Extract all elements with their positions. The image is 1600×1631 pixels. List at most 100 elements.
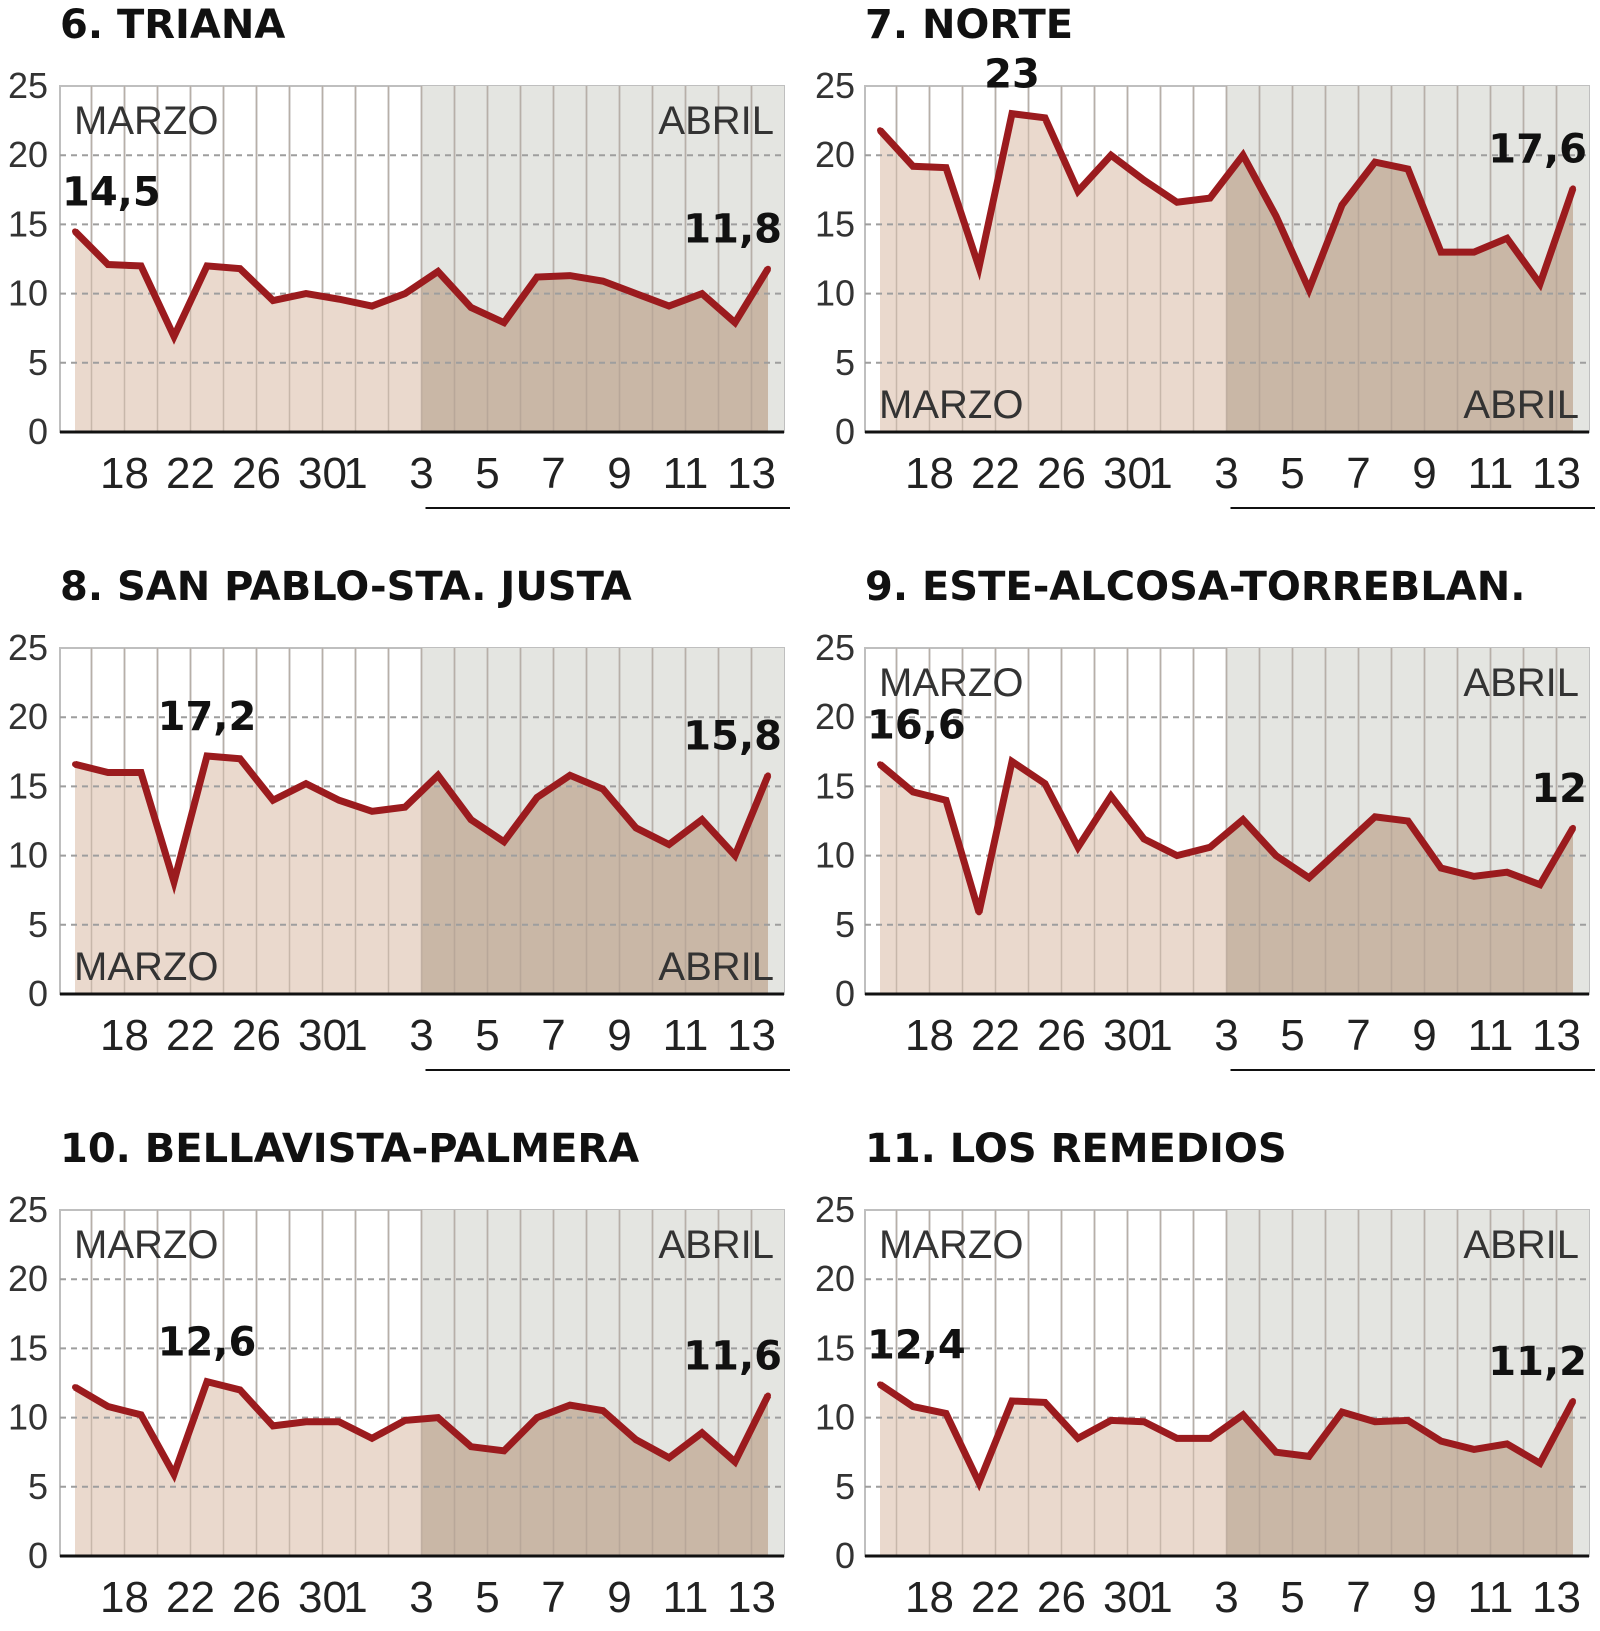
data-point — [204, 1378, 210, 1385]
y-tick-label: 0 — [835, 1535, 855, 1576]
x-tick-label: 22 — [166, 1573, 215, 1622]
value-annotation: 23 — [984, 52, 1040, 98]
x-tick-label: 30 — [298, 449, 347, 498]
x-tick-label: 22 — [166, 449, 215, 498]
data-point — [1174, 199, 1180, 206]
data-point — [765, 265, 771, 272]
x-tick-label: 7 — [541, 449, 565, 498]
data-point — [976, 264, 982, 271]
data-point — [435, 772, 441, 779]
value-annotation: 11,8 — [683, 207, 782, 253]
data-point — [699, 290, 705, 297]
data-point — [1042, 780, 1048, 787]
x-tick-label: 13 — [1532, 1011, 1581, 1060]
data-point — [1570, 824, 1576, 831]
month-label-marzo: MARZO — [879, 661, 1023, 705]
x-tick-label: 5 — [1280, 449, 1304, 498]
data-point — [633, 290, 639, 297]
data-point — [567, 1402, 573, 1409]
x-tick-label: 30 — [1103, 449, 1152, 498]
data-point — [204, 262, 210, 269]
data-line — [74, 752, 772, 895]
x-tick-label: 26 — [1037, 449, 1086, 498]
data-point — [171, 333, 177, 340]
data-point — [1471, 1446, 1477, 1453]
data-point — [237, 1386, 243, 1393]
data-point — [501, 1447, 507, 1454]
data-point — [336, 1418, 342, 1425]
y-tick-label: 25 — [815, 1189, 855, 1230]
data-point — [303, 1418, 309, 1425]
x-tick-label: 3 — [409, 449, 433, 498]
data-point — [732, 852, 738, 859]
x-tick-label: 5 — [1280, 1573, 1304, 1622]
data-point — [1273, 1449, 1279, 1456]
x-tick-label: 18 — [905, 1573, 954, 1622]
y-tick-label: 5 — [28, 1466, 48, 1507]
data-point — [435, 268, 441, 275]
data-point — [1438, 249, 1444, 256]
data-point — [270, 297, 276, 304]
data-point — [402, 804, 408, 811]
chart-title: 11. LOS REMEDIOS — [865, 1126, 1287, 1172]
x-tick-label: 5 — [475, 1573, 499, 1622]
data-line — [72, 228, 771, 345]
data-point — [1438, 1438, 1444, 1445]
x-tick-label: 18 — [100, 449, 149, 498]
value-annotation: 14,5 — [62, 169, 161, 215]
x-tick-label: 13 — [1532, 1573, 1581, 1622]
data-point — [910, 163, 916, 170]
month-label-abril: ABRIL — [1463, 661, 1579, 705]
month-label-marzo: MARZO — [74, 945, 218, 989]
data-point — [765, 772, 771, 779]
data-point — [732, 1458, 738, 1465]
data-point — [1570, 185, 1576, 192]
month-label-abril: ABRIL — [658, 99, 774, 143]
x-tick-label: 1 — [1148, 1011, 1172, 1060]
area-abril — [421, 1395, 768, 1556]
x-tick-label: 11 — [1468, 1011, 1514, 1060]
x-tick-label: 11 — [663, 449, 709, 498]
data-point — [567, 772, 573, 779]
area-abril — [421, 775, 768, 994]
x-tick-label: 3 — [409, 1573, 433, 1622]
data-point — [1240, 1411, 1246, 1418]
data-point — [976, 909, 982, 916]
x-tick-label: 3 — [1214, 1573, 1238, 1622]
area-marzo — [880, 1384, 1227, 1556]
data-point — [877, 761, 883, 768]
data-line — [73, 1377, 772, 1483]
y-tick-label: 20 — [8, 1258, 48, 1299]
data-point — [171, 1471, 177, 1478]
data-point — [1141, 835, 1147, 842]
data-point — [1504, 235, 1510, 242]
data-point — [534, 1414, 540, 1421]
y-tick-label: 15 — [8, 203, 48, 244]
data-point — [72, 761, 78, 768]
month-label-marzo: MARZO — [879, 1223, 1023, 1267]
y-tick-label: 10 — [815, 1397, 855, 1438]
data-point — [1504, 869, 1510, 876]
y-tick-label: 0 — [28, 411, 48, 452]
y-tick-label: 5 — [835, 342, 855, 383]
x-tick-label: 18 — [100, 1011, 149, 1060]
data-line — [877, 755, 1577, 914]
data-point — [369, 1435, 375, 1442]
data-point — [600, 786, 606, 793]
data-point — [1273, 213, 1279, 220]
x-tick-label: 18 — [905, 1011, 954, 1060]
x-tick-label: 22 — [971, 449, 1020, 498]
data-point — [976, 1479, 982, 1486]
data-point — [1372, 159, 1378, 166]
data-point — [1471, 873, 1477, 880]
chart-panel: 9. ESTE-ALCOSA-TORREBLAN.0510152025MARZO… — [815, 564, 1595, 1071]
data-point — [105, 769, 111, 776]
x-tick-label: 3 — [1214, 449, 1238, 498]
month-label-abril: ABRIL — [1463, 1223, 1579, 1267]
x-tick-label: 13 — [1532, 449, 1581, 498]
data-point — [1504, 1440, 1510, 1447]
x-tick-label: 1 — [1148, 1573, 1172, 1622]
data-point — [534, 273, 540, 280]
month-label-abril: ABRIL — [658, 1223, 774, 1267]
